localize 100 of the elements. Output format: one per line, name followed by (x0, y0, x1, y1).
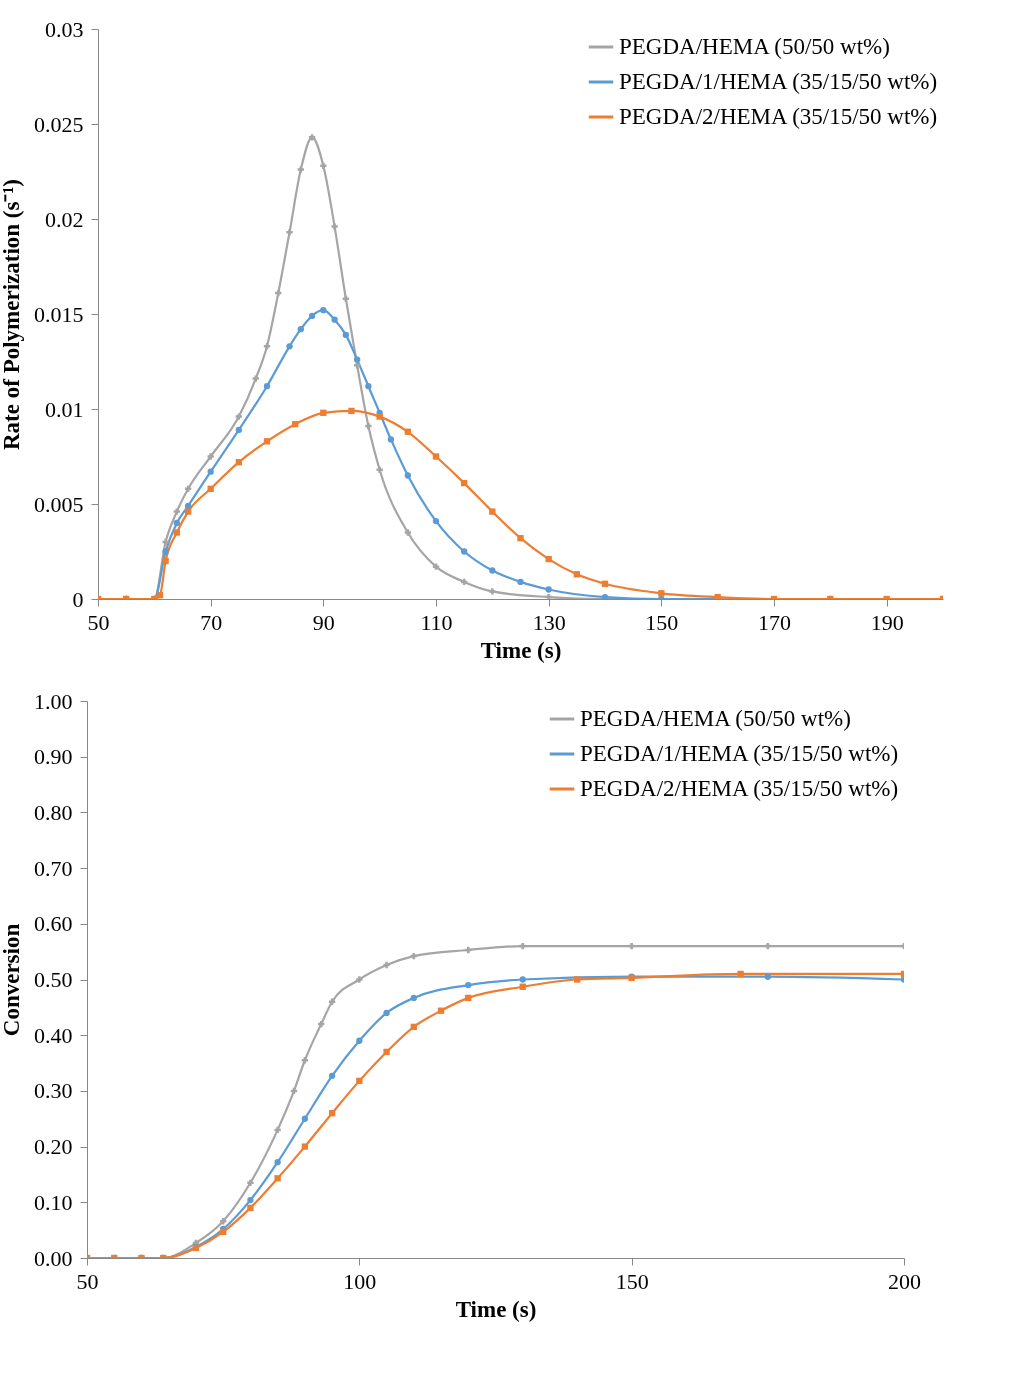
point (308, 134, 316, 141)
point (331, 316, 338, 323)
point (328, 1110, 336, 1117)
point (353, 356, 361, 363)
point (173, 529, 181, 536)
point (320, 409, 327, 416)
legend-label: PEGDA/2/HEMA (35/15/50 wt%) (619, 104, 938, 129)
x-tick-label: 150 (645, 609, 679, 635)
point (301, 1115, 309, 1122)
point (601, 580, 609, 587)
point (465, 946, 472, 954)
point (410, 994, 417, 1002)
x-tick-label: 150 (615, 1268, 649, 1294)
point (658, 590, 665, 597)
y-tick-label: 0.50 (34, 967, 73, 992)
y-tick-label: 0.10 (34, 1189, 73, 1215)
y-tick-label: 0.025 (34, 111, 84, 137)
point (247, 1196, 254, 1204)
point (275, 289, 282, 297)
point (432, 517, 440, 525)
legend-label: PEGDA/2/HEMA (35/15/50 wt%) (580, 776, 899, 801)
point (274, 1159, 281, 1166)
point (465, 994, 472, 1002)
point (376, 466, 383, 473)
point (328, 1072, 336, 1080)
y-tick-label: 0.03 (45, 16, 84, 42)
point (162, 557, 169, 565)
point (365, 422, 372, 430)
point (156, 592, 164, 599)
y-tick-label: 1.00 (34, 688, 73, 714)
point (207, 453, 214, 460)
point (220, 1218, 227, 1225)
x-tick-label: 190 (870, 609, 904, 635)
point (545, 586, 552, 593)
point (573, 571, 580, 578)
point (297, 326, 304, 333)
point (173, 519, 181, 527)
point (517, 535, 524, 542)
point (184, 508, 192, 515)
point (461, 479, 468, 487)
x-tick-label: 90 (312, 609, 335, 635)
point (235, 426, 242, 434)
point (292, 421, 299, 428)
point (376, 413, 383, 420)
y-tick-label: 0.30 (34, 1078, 73, 1104)
y-tick-label: 0.015 (34, 301, 84, 327)
y-tick-label: 0.005 (34, 491, 84, 517)
point (274, 1175, 281, 1182)
point (432, 453, 440, 460)
x-tick-label: 130 (532, 609, 566, 635)
y-axis-title: Conversion (0, 923, 24, 1037)
point (387, 436, 395, 443)
point (517, 578, 524, 586)
y-tick-label: 0.01 (45, 396, 84, 422)
point (545, 555, 552, 563)
y-tick-label: 0 (72, 586, 84, 612)
point (173, 508, 181, 515)
point (320, 307, 327, 314)
point (404, 472, 411, 479)
point (286, 229, 293, 236)
point (737, 970, 744, 978)
point (247, 1179, 254, 1186)
point (235, 459, 242, 466)
legend-label: PEGDA/HEMA (50/50 wt%) (619, 34, 890, 59)
point (320, 162, 327, 169)
y-tick-label: 0.20 (34, 1134, 73, 1160)
point (308, 312, 316, 320)
point (365, 383, 372, 390)
y-axis-title: Rate of Polymerization (s⁻¹) (0, 178, 24, 451)
point (301, 1143, 309, 1150)
point (545, 593, 552, 599)
point (297, 166, 304, 173)
point (356, 1037, 363, 1044)
point (263, 383, 271, 390)
point (252, 375, 259, 382)
x-axis-title: Time (s) (455, 1296, 537, 1322)
legend-label: PEGDA/1/HEMA (35/15/50 wt%) (619, 69, 938, 94)
point (348, 407, 355, 415)
x-tick-label: 50 (87, 609, 110, 635)
point (263, 343, 271, 350)
point (628, 942, 635, 950)
y-tick-label: 0.40 (34, 1022, 73, 1048)
point (162, 538, 169, 546)
x-tick-label: 70 (200, 609, 223, 635)
point (356, 1077, 363, 1085)
y-tick-label: 0.02 (45, 206, 84, 232)
point (410, 1023, 417, 1031)
x-tick-label: 110 (420, 609, 453, 635)
point (235, 413, 242, 420)
point (263, 438, 271, 445)
point (383, 1048, 390, 1056)
point (519, 942, 526, 950)
y-tick-label: 0.70 (34, 855, 73, 881)
point (404, 428, 411, 435)
y-tick-label: 0.60 (34, 911, 73, 937)
point (432, 563, 440, 570)
y-tick-label: 0.00 (34, 1245, 73, 1271)
point (437, 1007, 445, 1014)
point (461, 548, 468, 555)
point (519, 983, 526, 990)
